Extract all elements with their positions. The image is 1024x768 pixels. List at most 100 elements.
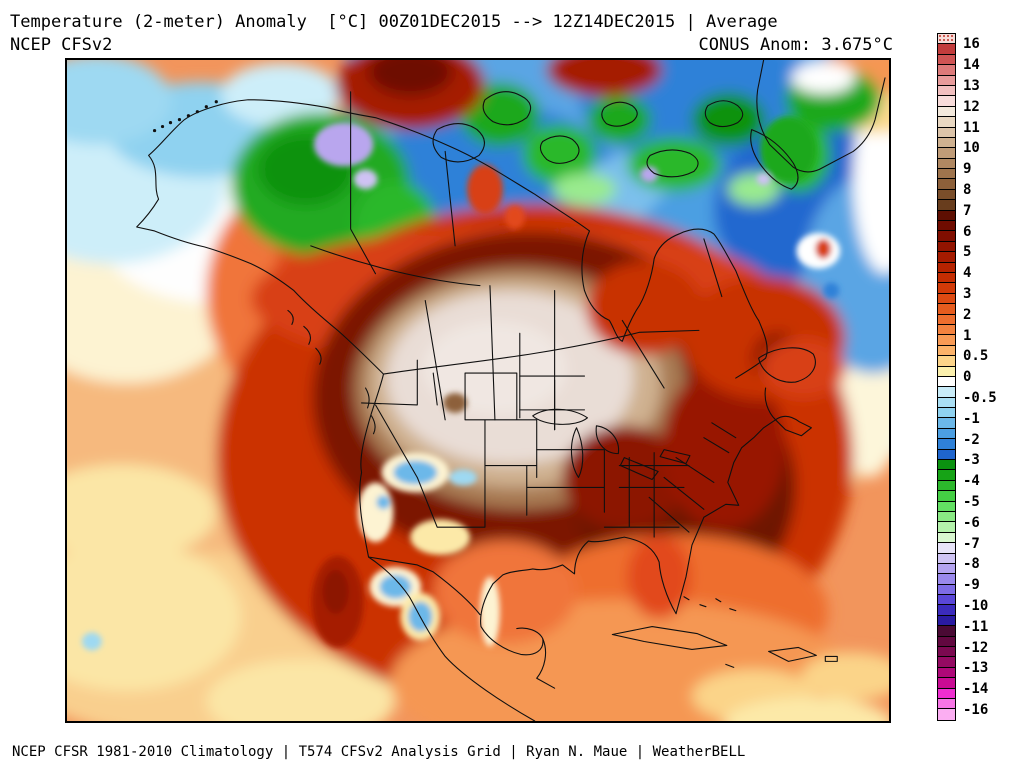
conus-anomaly-value: CONUS Anom: 3.675°C <box>698 35 893 55</box>
colorbar-cell <box>938 283 955 294</box>
colorbar-tick-label: -16 <box>963 702 989 718</box>
colorbar-cell <box>938 563 955 575</box>
colorbar-tick-label: 16 <box>963 36 980 53</box>
colorbar-cell <box>938 460 955 471</box>
colorbar-cell <box>938 699 955 710</box>
colorbar-tick-label: 2 <box>963 306 972 323</box>
colorbar-tick-label: -4 <box>963 473 980 490</box>
colorbar-cell <box>938 366 955 377</box>
colorbar-cell <box>938 210 955 222</box>
colorbar-tick-label: -1 <box>963 410 980 427</box>
colorbar-cell <box>938 179 955 190</box>
colorbar-cell <box>938 127 955 138</box>
subtitle-row: NCEP CFSv2 CONUS Anom: 3.675°C <box>10 36 893 54</box>
colorbar-strip <box>937 33 956 721</box>
colorbar-cell <box>938 252 955 263</box>
colorbar-cell <box>938 480 955 492</box>
colorbar-cell <box>938 314 955 325</box>
colorbar-cell <box>938 709 955 720</box>
coastline-borders <box>136 60 886 721</box>
colorbar-tick-label: 6 <box>963 223 972 240</box>
colorbar-cell <box>938 241 955 253</box>
colorbar-cell <box>938 501 955 512</box>
colorbar-cell <box>938 595 955 606</box>
colorbar-cell <box>938 293 955 305</box>
colorbar-cell <box>938 376 955 388</box>
colorbar-cell <box>938 221 955 232</box>
colorbar-tick-label: 5 <box>963 244 972 261</box>
colorbar-tick-label: 7 <box>963 202 972 219</box>
colorbar-cell <box>938 428 955 440</box>
colorbar-cell <box>938 106 955 118</box>
colorbar-cell <box>938 262 955 273</box>
colorbar-cell <box>938 636 955 648</box>
colorbar-cell <box>938 345 955 357</box>
colorbar-tick-label: 8 <box>963 182 972 198</box>
colorbar-cell <box>938 657 955 668</box>
colorbar-tick-label: 3 <box>963 286 972 302</box>
colorbar-tick-label: 10 <box>963 140 980 157</box>
colorbar-cell <box>938 470 955 481</box>
colorbar-cell <box>938 304 955 315</box>
colorbar-cell <box>938 449 955 461</box>
colorbar-cell <box>938 169 955 180</box>
colorbar-cell <box>938 324 955 336</box>
colorbar-tick-label: 1 <box>963 327 972 344</box>
colorbar-cell <box>938 34 955 45</box>
colorbar-cell <box>938 678 955 689</box>
map-frame <box>65 58 891 723</box>
colorbar-cell <box>938 667 955 679</box>
colorbar-cell <box>938 491 955 502</box>
colorbar-cell <box>938 584 955 596</box>
colorbar-cell <box>938 418 955 429</box>
colorbar-cell <box>938 65 955 76</box>
anomaly-field-blobs <box>67 60 889 721</box>
colorbar-tick-label: 12 <box>963 98 980 115</box>
colorbar-cell <box>938 158 955 170</box>
colorbar-tick-label: -13 <box>963 660 989 677</box>
colorbar-cell <box>938 75 955 86</box>
colorbar-cell <box>938 574 955 585</box>
colorbar-cell <box>938 54 955 66</box>
colorbar: 16 14 13 12 11 10 9 8 7 6 5 4 3 2 1 0.5 0 -0.5 -1 -2 -3 -4 -5 -… <box>937 33 1022 733</box>
colorbar-cell <box>938 117 955 128</box>
colorbar-cell <box>938 200 955 211</box>
colorbar-cell <box>938 532 955 544</box>
colorbar-cell <box>938 148 955 159</box>
anomaly-map-canvas <box>67 60 889 721</box>
colorbar-cell <box>938 615 955 627</box>
colorbar-tick-label: -7 <box>963 535 980 552</box>
colorbar-tick-label: 0 <box>963 369 972 386</box>
colorbar-tick-label: -8 <box>963 556 980 573</box>
anomaly-detail-blobs <box>81 116 841 651</box>
colorbar-tick-label: 14 <box>963 57 980 74</box>
colorbar-cell <box>938 626 955 637</box>
colorbar-tick-label: -2 <box>963 431 980 448</box>
model-label: NCEP CFSv2 <box>10 35 113 55</box>
colorbar-tick-label: 4 <box>963 265 972 282</box>
colorbar-cell <box>938 85 955 97</box>
colorbar-tick-label: 9 <box>963 161 972 178</box>
colorbar-cell <box>938 137 955 149</box>
colorbar-cell <box>938 387 955 398</box>
colorbar-cell <box>938 189 955 201</box>
footer-credit: NCEP CFSR 1981-2010 Climatology | T574 C… <box>12 744 746 760</box>
colorbar-cell <box>938 96 955 107</box>
colorbar-cell <box>938 543 955 554</box>
colorbar-cell <box>938 335 955 346</box>
colorbar-cell <box>938 231 955 242</box>
colorbar-cell <box>938 522 955 533</box>
colorbar-cell <box>938 439 955 450</box>
colorbar-cell <box>938 44 955 55</box>
colorbar-tick-label: -0.5 <box>963 390 997 406</box>
colorbar-cell <box>938 511 955 523</box>
colorbar-cell <box>938 272 955 284</box>
colorbar-tick-label: -6 <box>963 514 980 531</box>
colorbar-cell <box>938 397 955 409</box>
colorbar-tick-label: -5 <box>963 494 980 510</box>
colorbar-cell <box>938 688 955 699</box>
colorbar-tick-label: 0.5 <box>963 348 989 365</box>
colorbar-tick-label: -14 <box>963 681 989 698</box>
colorbar-tick-label: -10 <box>963 598 989 614</box>
